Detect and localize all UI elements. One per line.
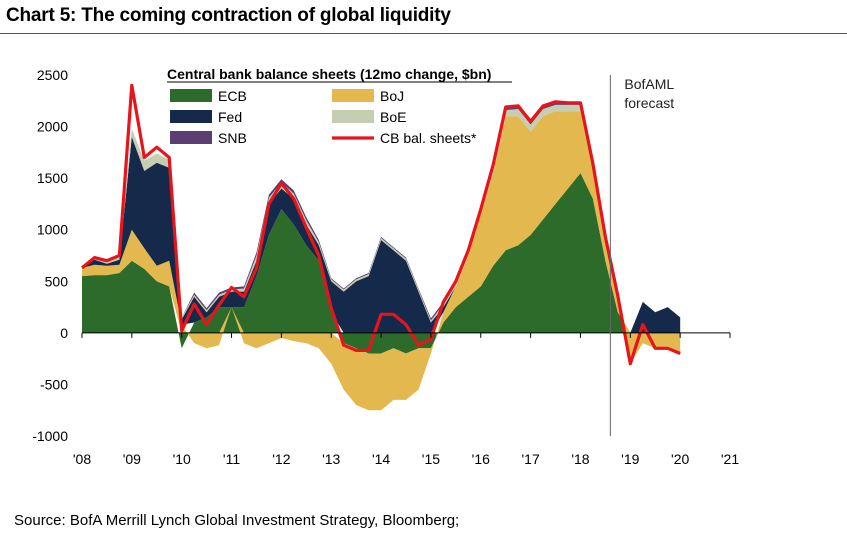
y-tick-label: 2000	[37, 119, 68, 135]
y-tick-label: -1000	[32, 428, 68, 444]
x-tick-label: '15	[422, 451, 440, 467]
y-tick-label: 0	[60, 325, 68, 341]
area-ecb	[82, 173, 681, 354]
y-tick-label: -500	[40, 376, 68, 392]
x-tick-label: '08	[73, 451, 91, 467]
title-divider	[0, 33, 847, 34]
x-tick-label: '10	[173, 451, 191, 467]
x-tick-label: '19	[621, 451, 639, 467]
y-tick-label: 2500	[37, 67, 68, 83]
legend-label: BoE	[380, 109, 406, 125]
source-note: Source: BofA Merrill Lynch Global Invest…	[14, 512, 460, 529]
x-tick-label: '20	[671, 451, 689, 467]
legend: Central bank balance sheets (12mo change…	[167, 66, 512, 146]
legend-label: BoJ	[380, 88, 404, 104]
x-tick-label: '12	[272, 451, 290, 467]
x-tick-label: '17	[521, 451, 539, 467]
total-line-group	[80, 83, 681, 366]
x-tick-label: '13	[322, 451, 340, 467]
forecast-annotation: BofAML forecast	[609, 75, 674, 436]
legend-swatch-snb	[170, 131, 212, 144]
legend-label: CB bal. sheets*	[380, 130, 477, 146]
legend-label: ECB	[218, 88, 247, 104]
x-tick-label: '09	[123, 451, 141, 467]
forecast-annotation-text: forecast	[624, 95, 674, 111]
x-tick-label: '11	[223, 451, 240, 467]
area-fed	[82, 111, 681, 333]
x-tick-label: '16	[472, 451, 490, 467]
chart-title: Chart 5: The coming contraction of globa…	[6, 5, 451, 26]
y-tick-label: 500	[45, 273, 69, 289]
legend-label: SNB	[218, 130, 247, 146]
x-tick-label: '14	[372, 451, 390, 467]
stacked-areas	[82, 101, 681, 411]
forecast-annotation-text: BofAML	[624, 76, 674, 92]
legend-swatch-ecb	[170, 89, 212, 102]
legend-swatch-boe	[332, 110, 374, 123]
y-tick-label: 1500	[37, 170, 68, 186]
chart-canvas: '08 '09 '10 '11 '12 '13 '14 '15 '16 '17 '18 '19 '20 '…	[32, 66, 739, 467]
legend-label: Fed	[218, 109, 242, 125]
legend-swatch-boj	[332, 89, 374, 102]
x-tick-label: '18	[571, 451, 589, 467]
y-tick-label: 1000	[37, 222, 68, 238]
area-boj	[82, 111, 681, 411]
legend-swatch-fed	[170, 110, 212, 123]
x-tick-label: '21	[721, 451, 739, 467]
total-cb-line	[80, 83, 681, 366]
axes: '08 '09 '10 '11 '12 '13 '14 '15 '16 '17 '18 '19 '20 '…	[32, 67, 739, 467]
legend-title: Central bank balance sheets (12mo change…	[167, 66, 491, 82]
